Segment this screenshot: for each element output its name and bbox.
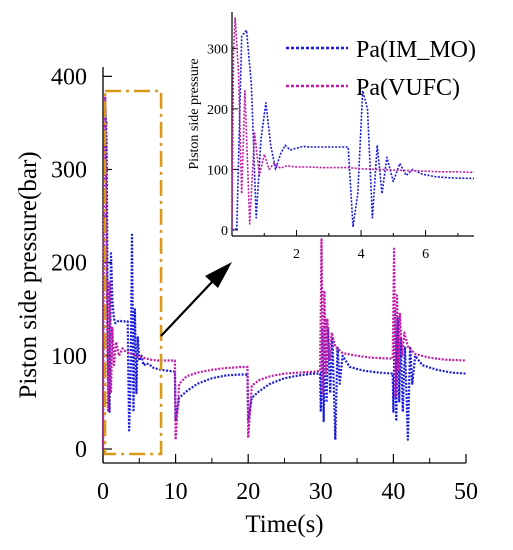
- inset-y-axis-label: Piston side pressure: [187, 58, 202, 169]
- x-tick-label: 20: [236, 479, 260, 505]
- y-tick-label: 100: [51, 344, 87, 370]
- inset-x-tick-label: 6: [422, 247, 429, 262]
- y-axis-label: Piston side pressure(bar): [15, 151, 42, 398]
- inset-series-line-2: [231, 17, 475, 230]
- zoom-arrow-line: [160, 281, 213, 337]
- inset-y-tick-label: 100: [207, 163, 228, 178]
- legend-label-2: Pa(VUFC): [356, 75, 460, 101]
- annotations: [160, 262, 232, 337]
- inset-background: [232, 12, 474, 236]
- x-tick-label: 0: [97, 479, 109, 505]
- x-tick-label: 10: [164, 479, 188, 505]
- zoom-region-box: [103, 89, 163, 456]
- y-tick-label: 200: [51, 251, 87, 277]
- zoom-arrow-head: [205, 262, 232, 288]
- inset-chart: 2 4 6 0 100 200 300 Piston side pressure Pa(IM_M…: [187, 12, 476, 262]
- y-tick-label: 0: [75, 437, 87, 463]
- x-tick-label: 30: [309, 479, 333, 505]
- x-axis-label: Time(s): [245, 511, 323, 538]
- inset-series-line-1: [231, 29, 475, 231]
- main-series-line-2: [101, 93, 467, 450]
- y-tick-label: 300: [51, 157, 87, 183]
- legend-label-1: Pa(IM_MO): [356, 37, 476, 63]
- x-tick-label: 50: [454, 479, 478, 505]
- inset-y-tick-label: 300: [207, 42, 228, 57]
- y-tick-label: 400: [51, 64, 87, 90]
- inset-y-tick-label: 0: [221, 224, 228, 239]
- inset-y-tick-label: 200: [207, 103, 228, 118]
- inset-x-tick-label: 2: [293, 247, 300, 262]
- x-tick-label: 40: [381, 479, 405, 505]
- inset-x-tick-label: 4: [358, 247, 365, 262]
